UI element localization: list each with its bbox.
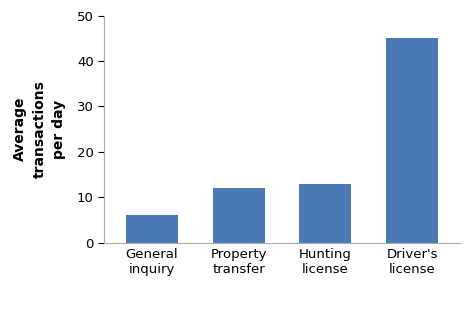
Bar [126,215,178,243]
Bar [386,38,438,243]
Bar [300,183,351,243]
Y-axis label: Average
transactions
per day: Average transactions per day [13,80,66,178]
Bar [213,188,264,243]
